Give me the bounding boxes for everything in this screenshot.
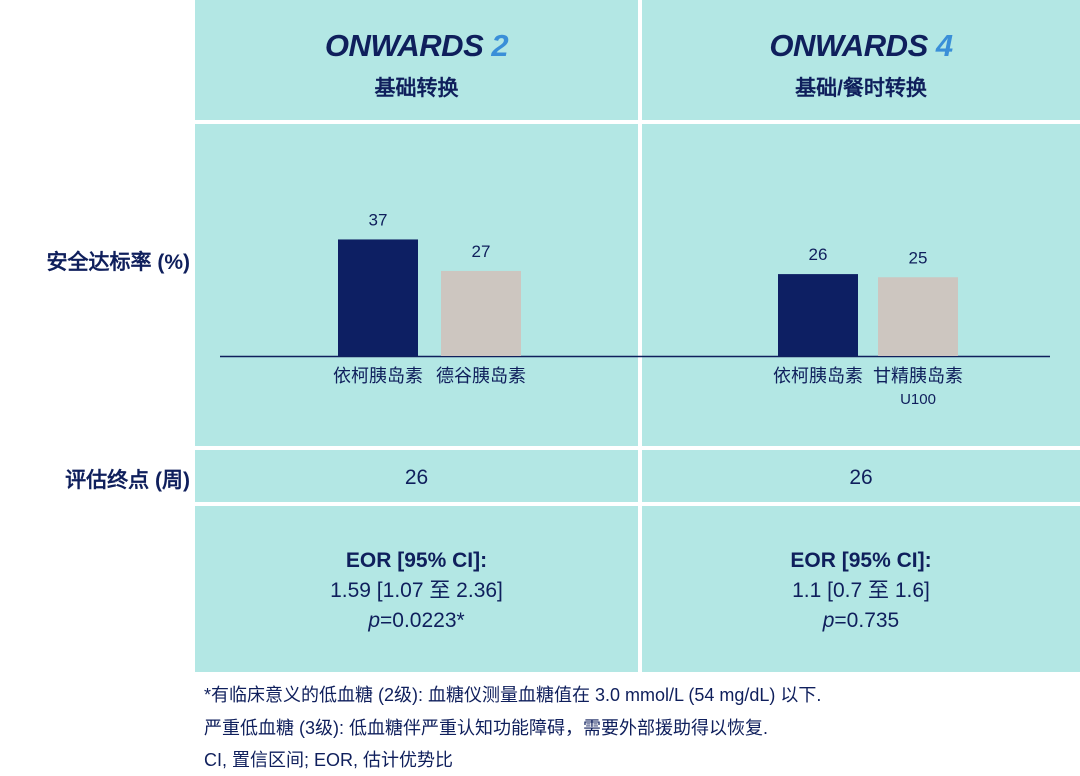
bar-2-1	[778, 274, 858, 356]
data-label: 25	[909, 248, 928, 267]
eor-value: 1.1 [0.7 至 1.6]	[792, 579, 930, 602]
header-onwards4: ONWARDS 4 基础/餐时转换	[642, 0, 1080, 120]
endpoint-value: 26	[404, 466, 429, 489]
trial-subtitle: 基础转换	[374, 77, 459, 100]
p-number: =0.0223*	[380, 609, 465, 632]
trial-number: 4	[935, 28, 953, 63]
row-label-rate: 安全达标率 (%)	[46, 251, 191, 274]
eor-block: EOR [95% CI]: 1.59 [1.07 至 2.36] p=0.022…	[195, 546, 638, 636]
bar-chart: 37 依柯胰岛素 27 德谷胰岛素 26 依柯胰岛素 25 甘精胰岛素 U100	[220, 210, 1050, 408]
p-symbol: p	[822, 609, 835, 632]
footnote-abbreviations: CI, 置信区间; EOR, 估计优势比	[204, 750, 454, 770]
trial-number: 2	[491, 28, 509, 63]
p-value: p=0.0223*	[195, 606, 638, 636]
chart-panel-onwards4	[642, 124, 1080, 446]
data-label: 37	[369, 210, 388, 229]
data-label: 27	[472, 242, 491, 261]
trial-title-onwards4: ONWARDS 4	[642, 28, 1080, 64]
eor-value: 1.59 [1.07 至 2.36]	[330, 579, 503, 602]
trial-title-onwards2: ONWARDS 2	[195, 28, 638, 64]
endpoint-value: 26	[849, 466, 873, 489]
eor-label: EOR [95% CI]:	[345, 549, 488, 572]
eor-label: EOR [95% CI]:	[790, 549, 932, 572]
category-label: 德谷胰岛素	[436, 366, 526, 386]
footnote-hypoglycemia-level2: *有临床意义的低血糖 (2级): 血糖仪测量血糖值在 3.0 mmol/L (5…	[204, 685, 822, 705]
endpoint-cell-onwards2: 26	[195, 450, 638, 502]
category-label: U100	[900, 391, 936, 408]
bar-1-2	[441, 270, 521, 356]
data-label: 26	[809, 245, 828, 264]
row-label-endpoint: 评估终点 (周)	[65, 469, 190, 492]
trial-subtitle: 基础/餐时转换	[795, 77, 927, 100]
category-label: 依柯胰岛素	[333, 366, 423, 386]
category-label: 依柯胰岛素	[773, 366, 863, 386]
p-value: p=0.735	[642, 606, 1080, 636]
eor-cell-onwards2: EOR [95% CI]: 1.59 [1.07 至 2.36] p=0.022…	[195, 506, 638, 672]
footnote-hypoglycemia-level3: 严重低血糖 (3级): 低血糖伴严重认知功能障碍，需要外部援助得以恢复.	[204, 718, 768, 738]
header-onwards2: ONWARDS 2 基础转换	[195, 0, 638, 120]
eor-block: EOR [95% CI]: 1.1 [0.7 至 1.6] p=0.735	[642, 546, 1080, 636]
eor-cell-onwards4: EOR [95% CI]: 1.1 [0.7 至 1.6] p=0.735	[642, 506, 1080, 672]
trial-name: ONWARDS	[324, 28, 484, 63]
p-number: =0.735	[834, 609, 900, 632]
bar-1-1	[338, 239, 418, 356]
p-symbol: p	[368, 609, 380, 632]
category-label: 甘精胰岛素	[873, 366, 963, 386]
trial-name: ONWARDS	[769, 28, 928, 63]
endpoint-cell-onwards4: 26	[642, 450, 1080, 502]
bar-2-2	[878, 277, 958, 356]
